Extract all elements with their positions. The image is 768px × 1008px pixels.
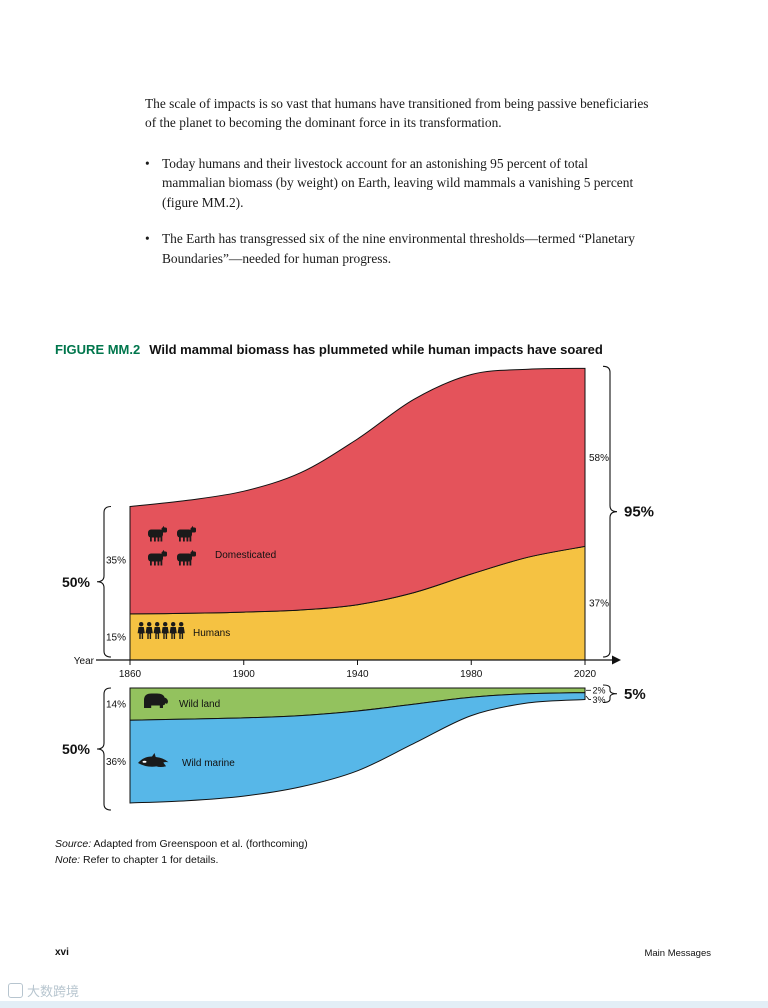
person-icon bbox=[145, 622, 153, 639]
person-icon bbox=[169, 622, 177, 639]
footer-section: Main Messages bbox=[644, 948, 711, 959]
note-line: Note: Refer to chapter 1 for details. bbox=[55, 852, 308, 868]
label-domesticated-end: 58% bbox=[589, 453, 609, 464]
figure-title: Wild mammal biomass has plummeted while … bbox=[149, 342, 603, 357]
label-humans-end: 37% bbox=[589, 599, 609, 610]
label-wild-land-start: 14% bbox=[106, 700, 126, 711]
cow-icon bbox=[177, 525, 196, 542]
axis-title: Year bbox=[74, 656, 95, 667]
person-icon bbox=[177, 622, 185, 639]
bullet-text: The Earth has transgressed six of the ni… bbox=[162, 231, 635, 266]
bullet-item: Today humans and their livestock account… bbox=[145, 154, 653, 212]
note-prefix: Note: bbox=[55, 854, 81, 867]
note-text: Refer to chapter 1 for details. bbox=[80, 854, 219, 867]
label-humans-start: 15% bbox=[106, 632, 126, 643]
intro-paragraph: The scale of impacts is so vast that hum… bbox=[145, 96, 649, 131]
figure-mm2-chart: 1860 1900 1940 1980 2020 Year 35% 15% 14% 36% 58% 3… bbox=[62, 365, 654, 811]
label-wild-land-end: 2% bbox=[593, 685, 606, 695]
figure-heading: FIGURE MM.2 Wild mammal biomass has plumm… bbox=[55, 342, 735, 357]
person-icon bbox=[161, 622, 169, 639]
person-icon bbox=[153, 622, 161, 639]
axis-tick-label: 1940 bbox=[346, 669, 369, 680]
area-wild-marine bbox=[129, 692, 586, 804]
source-line: Source: Adapted from Greenspoon et al. (… bbox=[55, 836, 308, 852]
axis-tick-label: 1860 bbox=[119, 669, 142, 680]
source-prefix: Source: bbox=[55, 838, 92, 850]
intro-block: The scale of impacts is so vast that hum… bbox=[145, 94, 653, 285]
bullet-text: Today humans and their livestock account… bbox=[162, 155, 634, 210]
legend-wild-land: Wild land bbox=[179, 699, 220, 710]
legend-wild-marine: Wild marine bbox=[182, 758, 235, 769]
watermark-logo-icon bbox=[8, 983, 23, 998]
axis-arrow-icon bbox=[612, 655, 621, 665]
axis-tick-label: 1980 bbox=[460, 669, 483, 680]
leader-line bbox=[585, 695, 591, 700]
brace-top-right bbox=[602, 365, 618, 658]
area-domesticated bbox=[129, 367, 586, 615]
axis-tick-label: 1900 bbox=[233, 669, 256, 680]
figure-source-note: Source: Adapted from Greenspoon et al. (… bbox=[55, 836, 308, 869]
brace-bottom-right bbox=[602, 684, 618, 704]
bottom-strip bbox=[0, 1001, 768, 1008]
brace-top-left bbox=[96, 505, 112, 658]
label-top-left-total: 50% bbox=[62, 574, 91, 590]
legend-domesticated: Domesticated bbox=[215, 550, 276, 561]
elephant-icon bbox=[144, 693, 168, 708]
legend-humans: Humans bbox=[193, 628, 230, 639]
orca-icon bbox=[138, 753, 169, 768]
source-text: Adapted from Greenspoon et al. (forthcom… bbox=[91, 838, 308, 850]
label-top-right-total: 95% bbox=[624, 504, 654, 521]
figure-label: FIGURE MM.2 bbox=[55, 342, 141, 357]
label-bottom-left-total: 50% bbox=[62, 741, 91, 757]
label-wild-marine-end: 3% bbox=[593, 695, 606, 705]
watermark-text: 大数跨境 bbox=[27, 984, 80, 999]
label-bottom-right-total: 5% bbox=[624, 686, 646, 703]
label-domesticated-start: 35% bbox=[106, 556, 126, 567]
cow-icon bbox=[177, 549, 196, 566]
axis-tick-label: 2020 bbox=[574, 669, 597, 680]
bullet-item: The Earth has transgressed six of the ni… bbox=[145, 229, 653, 268]
watermark: 大数跨境 bbox=[8, 981, 79, 1000]
brace-bottom-left bbox=[96, 687, 112, 811]
page-number: xvi bbox=[55, 947, 69, 958]
person-icon bbox=[137, 622, 145, 639]
label-wild-marine-start: 36% bbox=[106, 757, 126, 768]
cow-icon bbox=[148, 549, 167, 566]
cow-icon bbox=[148, 525, 167, 542]
